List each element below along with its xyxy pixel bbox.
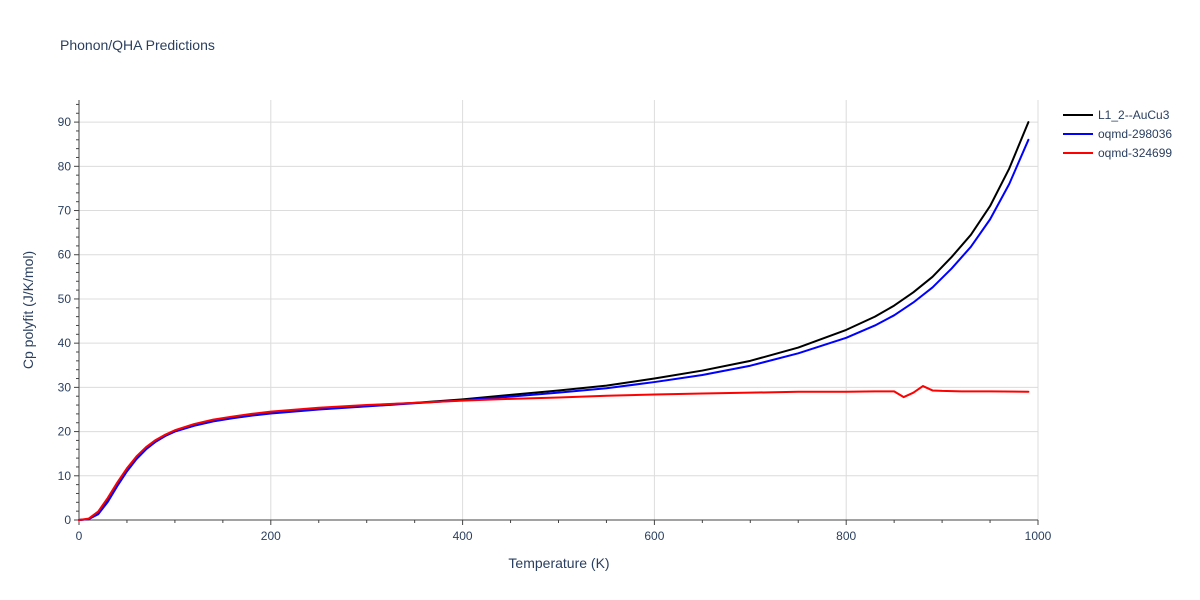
- series-group: [78, 121, 1030, 521]
- series-line-3[interactable]: [78, 385, 1030, 521]
- legend-label: L1_2--AuCu3: [1098, 108, 1170, 122]
- axes: 0 10 20 30 40 50 60 70 80 90 0 200 400 600 800 1000: [58, 100, 1052, 543]
- y-tick-label: 20: [58, 425, 72, 439]
- y-axis-title: Cp polyfit (J/K/mol): [20, 251, 36, 369]
- y-tick-label: 70: [58, 204, 72, 218]
- x-tick-label: 0: [76, 529, 83, 543]
- legend[interactable]: L1_2--AuCu3 oqmd-298036 oqmd-324699: [1063, 108, 1172, 160]
- x-tick-label: 400: [453, 529, 473, 543]
- y-tick-label: 50: [58, 292, 72, 306]
- legend-label: oqmd-324699: [1098, 146, 1172, 160]
- legend-item[interactable]: oqmd-324699: [1063, 146, 1172, 160]
- legend-label: oqmd-298036: [1098, 127, 1172, 141]
- y-tick-label: 0: [64, 513, 71, 527]
- x-tick-label: 800: [836, 529, 856, 543]
- y-tick-label: 40: [58, 336, 72, 350]
- y-tick-label: 60: [58, 248, 72, 262]
- legend-item[interactable]: oqmd-298036: [1063, 127, 1172, 141]
- y-tick-label: 90: [58, 115, 72, 129]
- x-tick-label: 600: [644, 529, 664, 543]
- x-axis-title: Temperature (K): [508, 555, 609, 571]
- chart-title: Phonon/QHA Predictions: [60, 37, 215, 53]
- y-tick-label: 10: [58, 469, 72, 483]
- x-tick-label: 200: [261, 529, 281, 543]
- grid: [79, 100, 1039, 520]
- y-tick-label: 80: [58, 159, 72, 173]
- legend-item[interactable]: L1_2--AuCu3: [1063, 108, 1170, 122]
- y-tick-label: 30: [58, 380, 72, 394]
- x-tick-label: 1000: [1025, 529, 1052, 543]
